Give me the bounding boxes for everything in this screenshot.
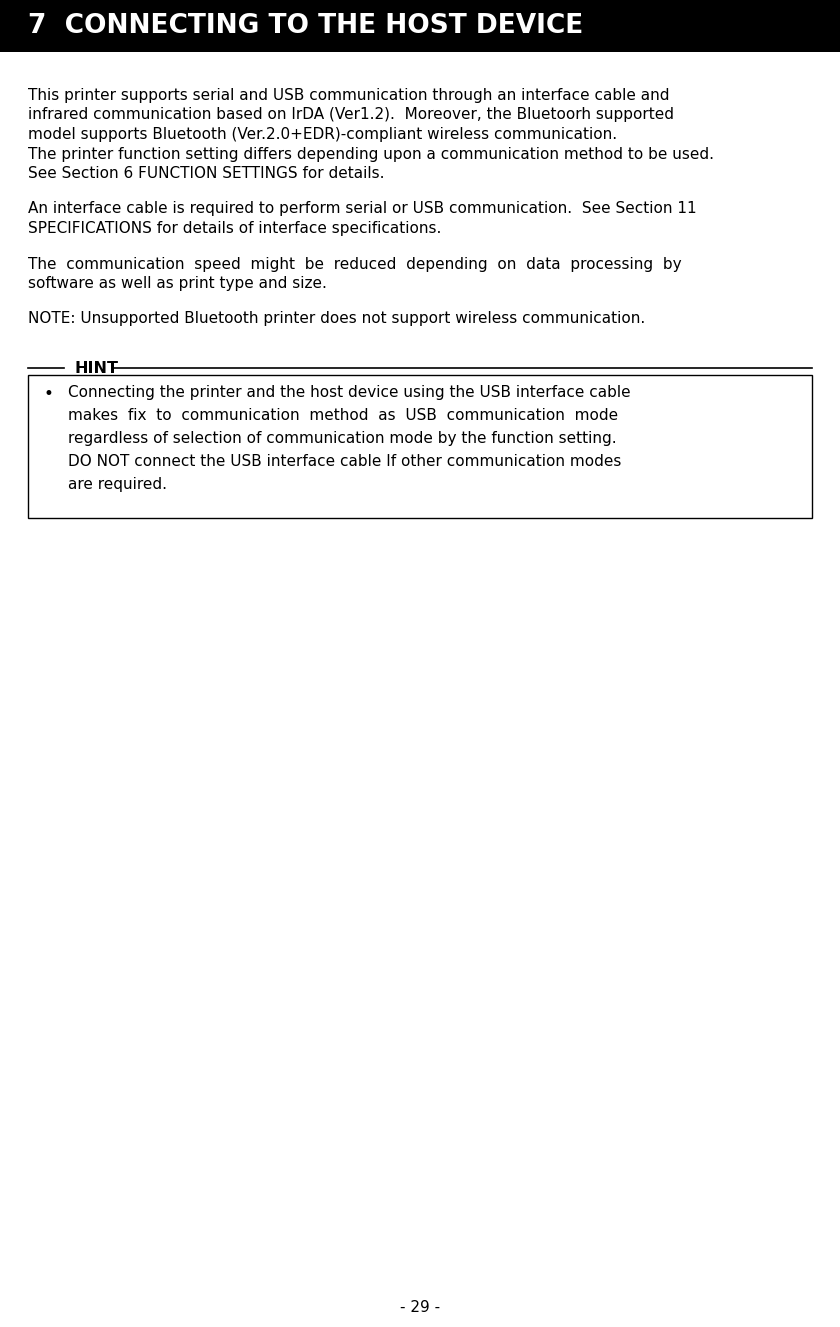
Text: 7  CONNECTING TO THE HOST DEVICE: 7 CONNECTING TO THE HOST DEVICE <box>28 13 583 38</box>
Text: The  communication  speed  might  be  reduced  depending  on  data  processing  : The communication speed might be reduced… <box>28 256 681 272</box>
Text: are required.: are required. <box>68 476 167 492</box>
Text: This printer supports serial and USB communication through an interface cable an: This printer supports serial and USB com… <box>28 88 669 104</box>
Text: infrared communication based on IrDA (Ver1.2).  Moreover, the Bluetoorh supporte: infrared communication based on IrDA (Ve… <box>28 107 674 122</box>
Text: HINT: HINT <box>74 361 118 376</box>
Text: SPECIFICATIONS for details of interface specifications.: SPECIFICATIONS for details of interface … <box>28 222 441 236</box>
Text: software as well as print type and size.: software as well as print type and size. <box>28 276 327 291</box>
Text: See Section 6 FUNCTION SETTINGS for details.: See Section 6 FUNCTION SETTINGS for deta… <box>28 166 385 180</box>
Text: An interface cable is required to perform serial or USB communication.  See Sect: An interface cable is required to perfor… <box>28 202 696 216</box>
Text: DO NOT connect the USB interface cable If other communication modes: DO NOT connect the USB interface cable I… <box>68 454 622 468</box>
Bar <box>28 376 812 518</box>
Text: makes  fix  to  communication  method  as  USB  communication  mode: makes fix to communication method as USB… <box>68 407 618 423</box>
Text: Connecting the printer and the host device using the USB interface cable: Connecting the printer and the host devi… <box>68 385 631 399</box>
Text: The printer function setting differs depending upon a communication method to be: The printer function setting differs dep… <box>28 146 714 162</box>
Text: regardless of selection of communication mode by the function setting.: regardless of selection of communication… <box>68 431 617 446</box>
Text: model supports Bluetooth (Ver.2.0+EDR)-compliant wireless communication.: model supports Bluetooth (Ver.2.0+EDR)-c… <box>28 127 617 142</box>
Text: •: • <box>44 385 54 403</box>
Bar <box>0 0 840 52</box>
Text: - 29 -: - 29 - <box>400 1299 440 1315</box>
Text: NOTE: Unsupported Bluetooth printer does not support wireless communication.: NOTE: Unsupported Bluetooth printer does… <box>28 312 645 326</box>
